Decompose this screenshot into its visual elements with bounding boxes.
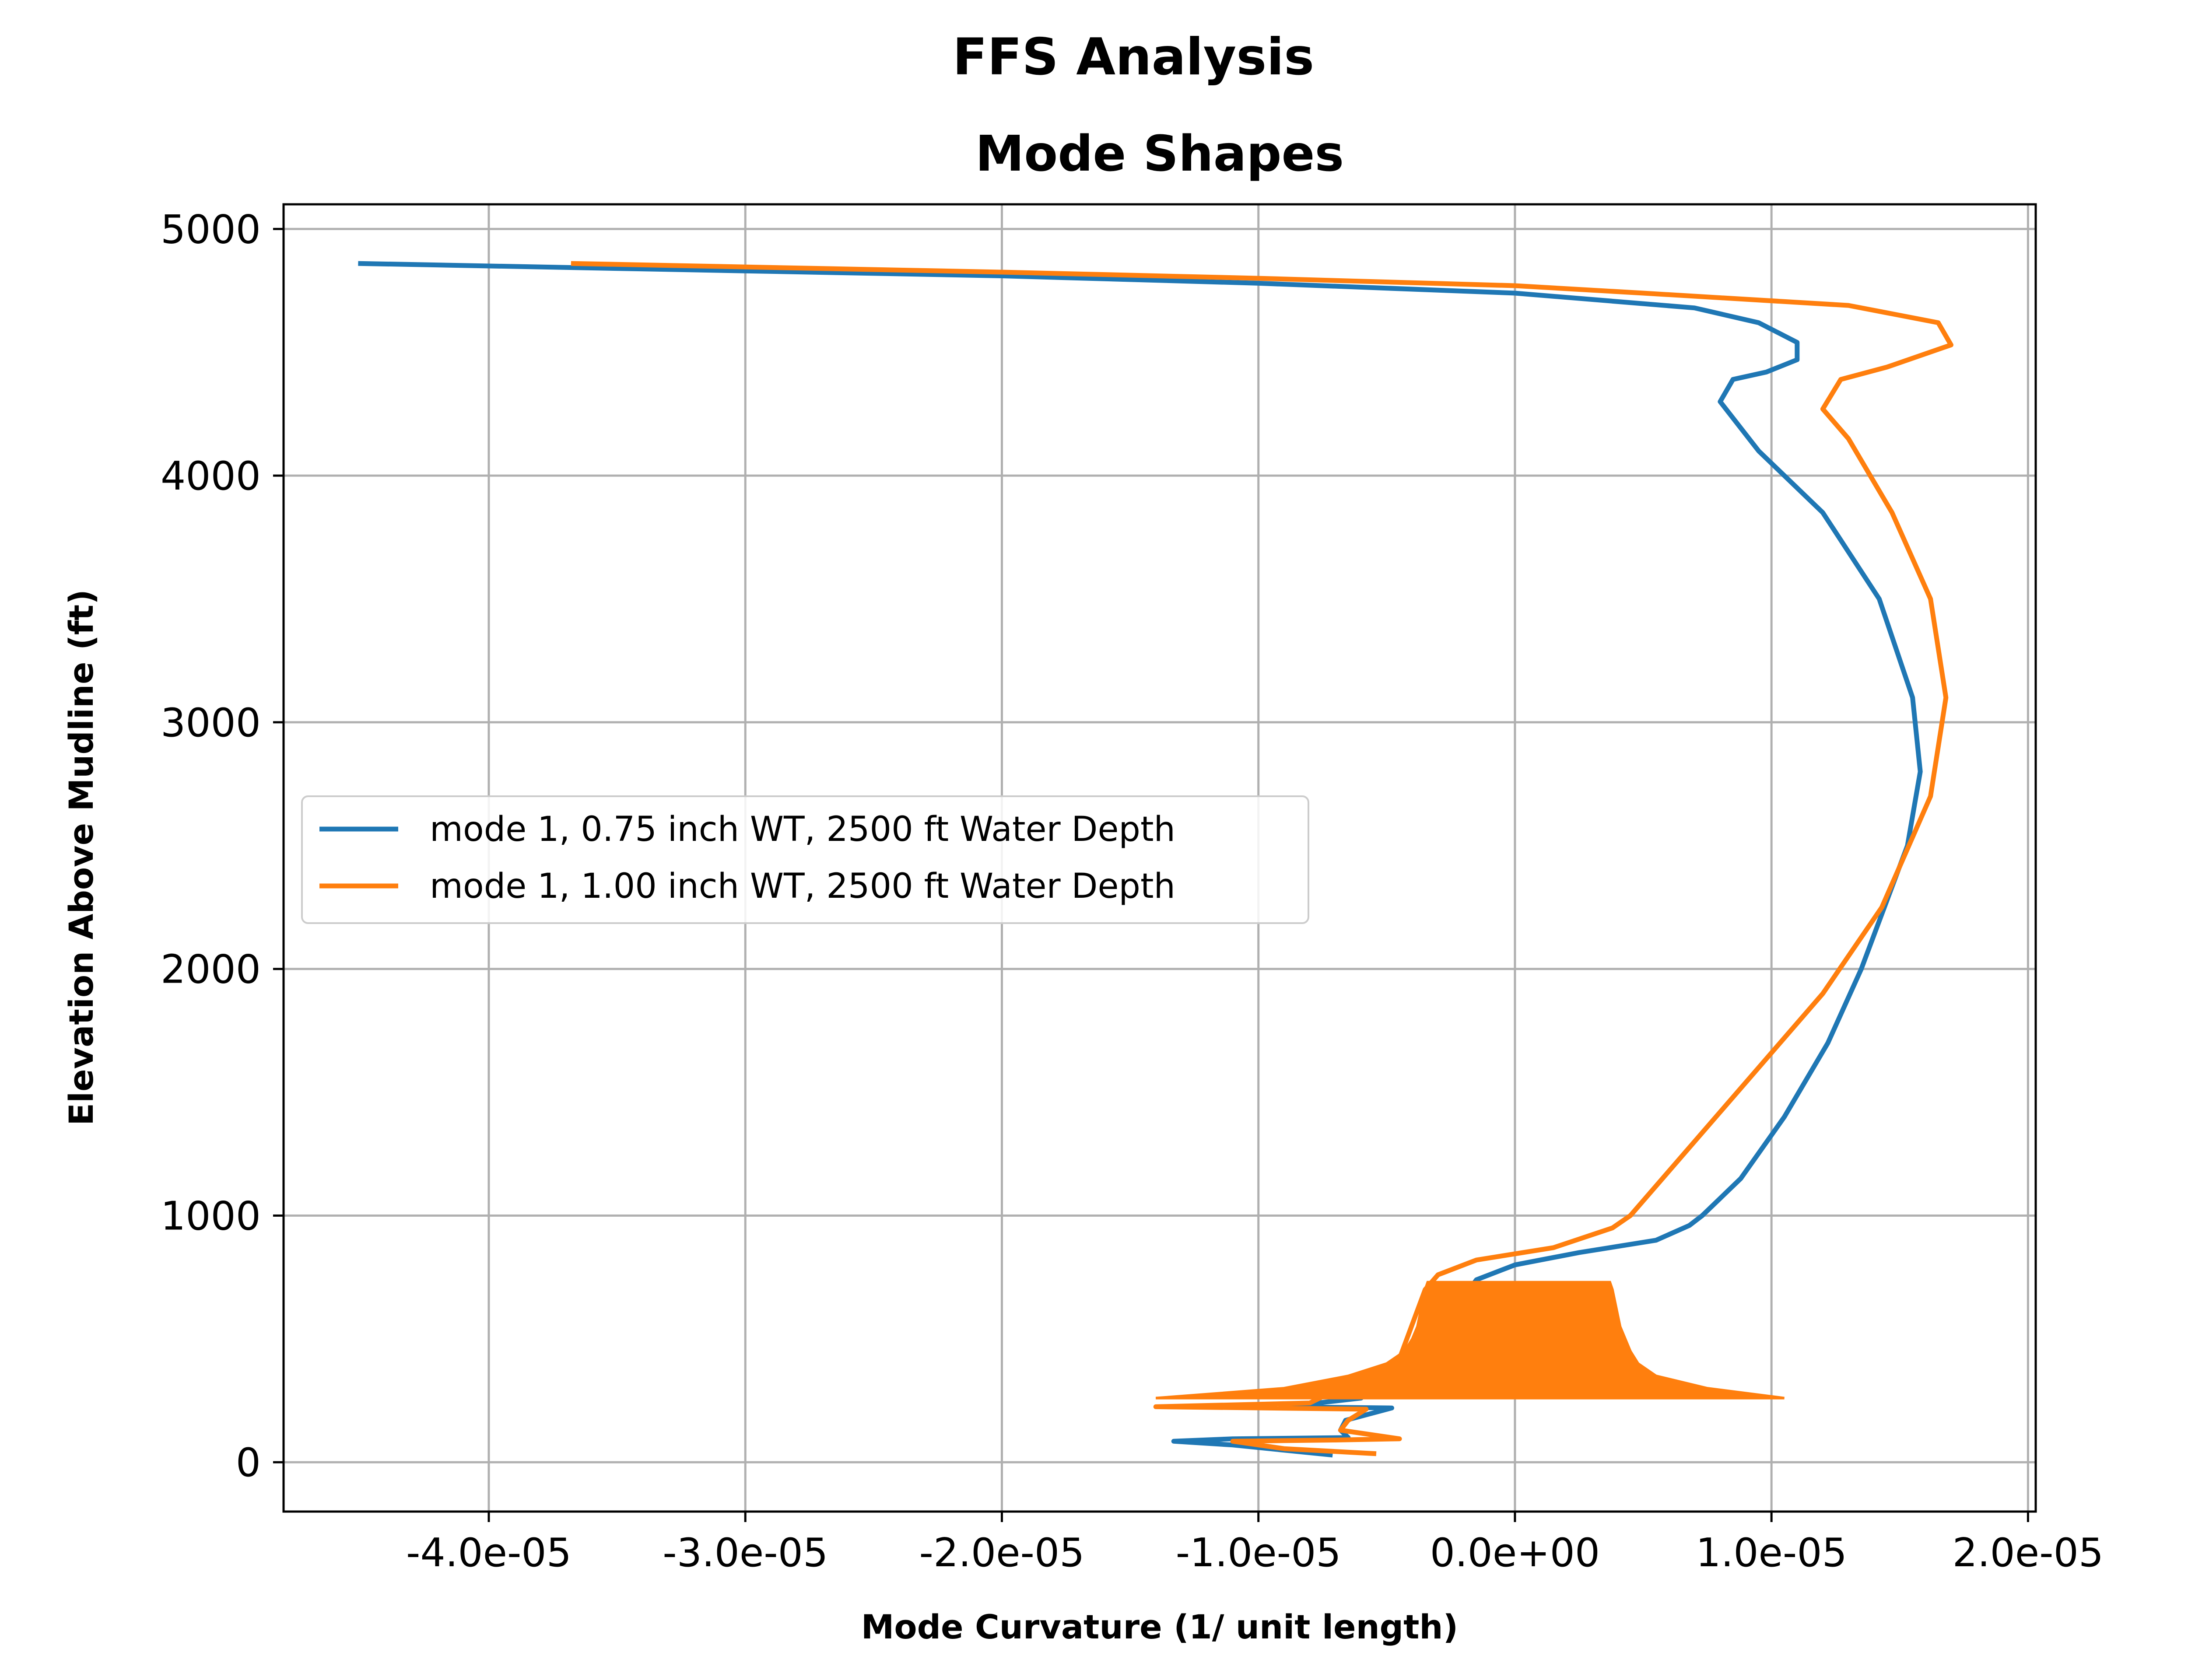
chart-title: Mode Shapes [975, 126, 1344, 182]
y-tick-label: 2000 [161, 947, 261, 993]
x-axis-label: Mode Curvature (1/ unit length) [861, 1607, 1459, 1646]
x-tick-label: 0.0e+00 [1430, 1530, 1600, 1576]
y-tick-label: 0 [236, 1440, 261, 1486]
x-tick-label: 2.0e-05 [1953, 1530, 2104, 1576]
x-tick-label: 1.0e-05 [1696, 1530, 1847, 1576]
series-1-oscillation-band [1155, 1281, 1785, 1400]
chart-suptitle: FFS Analysis [953, 28, 1314, 87]
x-tick-label: -4.0e-05 [406, 1530, 572, 1576]
x-axis-ticks: -4.0e-05 -3.0e-05 -2.0e-05 -1.0e-05 0.0e+00 1… [406, 1512, 2104, 1576]
plot-frame [282, 203, 2037, 1513]
y-tick-label: 1000 [161, 1193, 261, 1239]
series-1-line [571, 261, 1953, 1456]
legend-box [301, 795, 1309, 924]
series-0-line [358, 261, 1923, 1458]
x-tick-label: -2.0e-05 [919, 1530, 1084, 1576]
y-axis-label: Elevation Above Mudline (ft) [62, 589, 101, 1126]
legend-label-1: mode 1, 1.00 inch WT, 2500 ft Water Dept… [430, 867, 1175, 906]
grid-lines [284, 204, 2036, 1512]
x-tick-label: -3.0e-05 [663, 1530, 828, 1576]
y-axis-ticks: 0 1000 2000 3000 4000 5000 [161, 206, 284, 1486]
legend-label-0: mode 1, 0.75 inch WT, 2500 ft Water Dept… [430, 810, 1175, 849]
y-tick-label: 5000 [161, 206, 261, 252]
y-tick-label: 3000 [161, 700, 261, 746]
y-tick-label: 4000 [161, 453, 261, 499]
series-group [358, 261, 1953, 1458]
x-tick-label: -1.0e-05 [1176, 1530, 1341, 1576]
legend: mode 1, 0.75 inch WT, 2500 ft Water Dept… [301, 795, 1309, 924]
